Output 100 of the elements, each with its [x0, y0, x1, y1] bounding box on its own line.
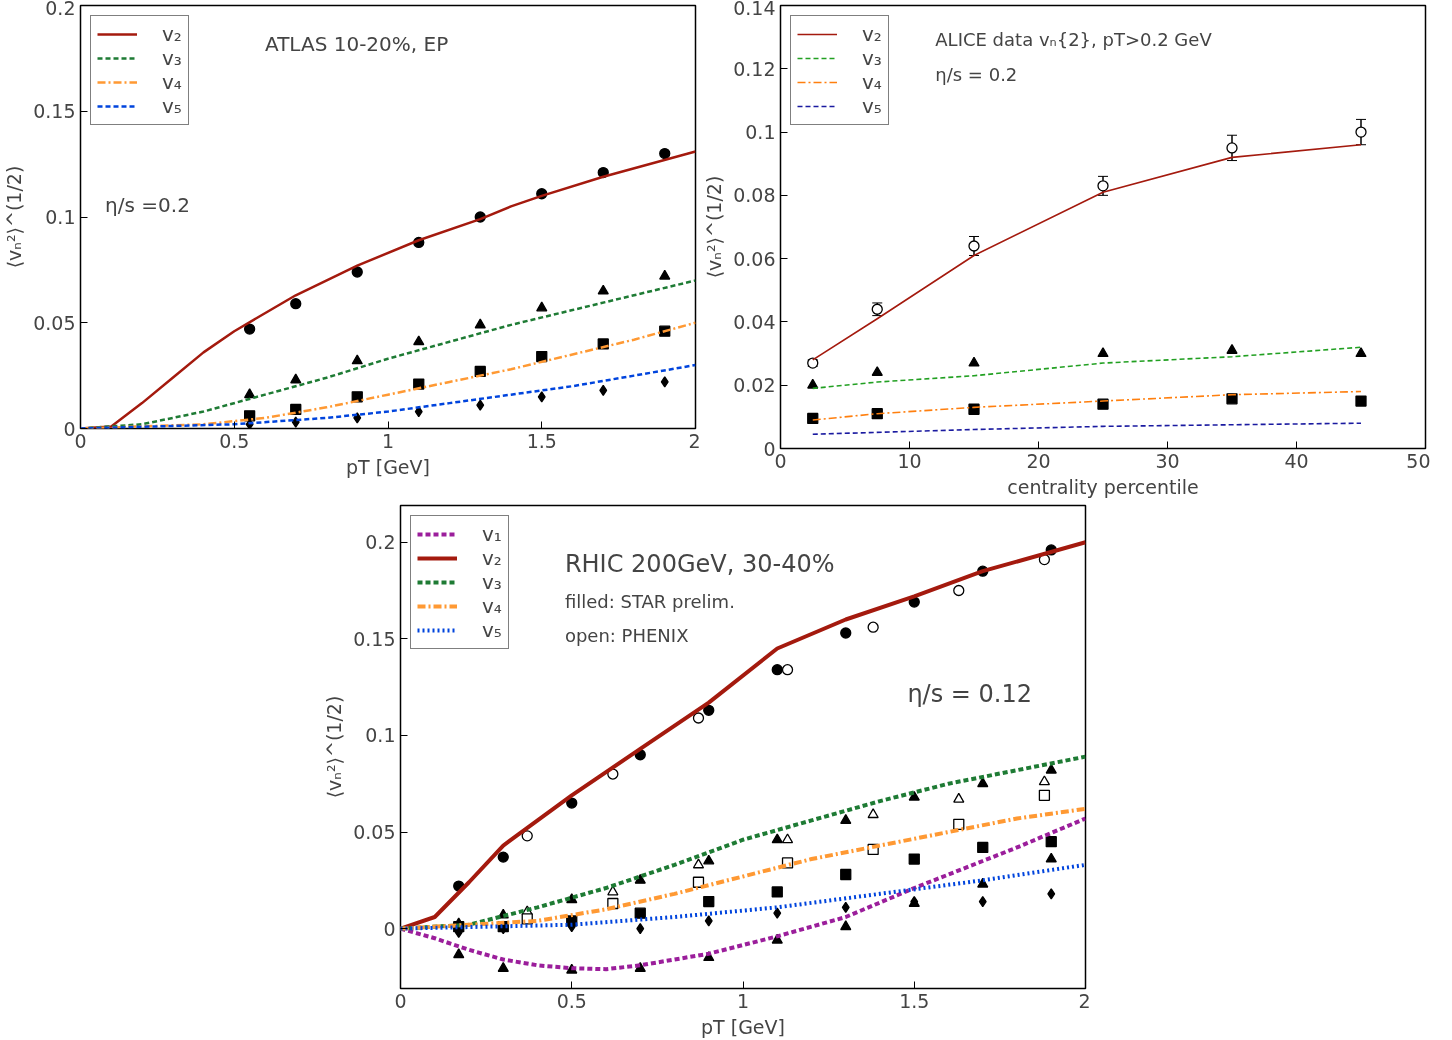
point	[781, 664, 794, 676]
point	[977, 841, 989, 854]
point	[771, 833, 783, 844]
point	[968, 356, 980, 367]
annotation: η/s = 0.2	[935, 64, 1018, 86]
y-tick-label: 0.02	[733, 374, 776, 397]
point	[977, 777, 989, 788]
point	[634, 873, 646, 884]
y-tick-label: 0.12	[733, 57, 776, 80]
legend-label: v₅	[482, 618, 502, 642]
point	[1097, 180, 1109, 192]
point	[781, 833, 794, 844]
point	[1097, 347, 1109, 358]
point	[1355, 347, 1367, 358]
point	[953, 792, 965, 803]
point	[840, 920, 852, 931]
y-axis-title: ⟨vₙ²⟩^(1/2)	[3, 165, 26, 269]
legend-label: v₅	[162, 94, 182, 118]
point	[840, 813, 852, 824]
point	[977, 877, 989, 888]
y-tick-label: 0.1	[45, 206, 76, 228]
point	[703, 895, 715, 908]
x-axis-title: pT [GeV]	[701, 1015, 785, 1038]
point	[351, 266, 363, 278]
point	[771, 886, 783, 898]
point	[807, 412, 819, 425]
legend-label: v₁	[482, 522, 502, 546]
x-tick-label: 2	[1078, 989, 1091, 1012]
legend-label: v₃	[862, 46, 882, 70]
x-tick-label: 1.5	[526, 429, 557, 452]
point	[537, 391, 546, 403]
y-tick-label: 0.08	[733, 184, 776, 207]
point	[771, 664, 783, 676]
point	[521, 830, 533, 842]
x-tick-label: 10	[897, 449, 922, 472]
y-tick-label: 0.1	[365, 724, 396, 747]
y-tick-label: 0.15	[353, 627, 396, 650]
point	[351, 354, 363, 365]
point	[1045, 852, 1057, 863]
legend-label: v₄	[162, 70, 182, 94]
x-tick-label: 40	[1284, 449, 1309, 472]
annotation: η/s =0.2	[105, 193, 190, 217]
y-axis-title: ⟨vₙ²⟩^(1/2)	[323, 695, 346, 799]
x-tick-label: 1.5	[899, 989, 930, 1012]
y-tick-label: 0.05	[353, 821, 396, 844]
y-tick-label: 0.2	[365, 531, 396, 554]
point	[566, 797, 578, 809]
y-tick-label: 0.05	[33, 311, 76, 334]
point	[867, 808, 879, 819]
point	[773, 907, 782, 919]
point	[1355, 126, 1367, 138]
point	[867, 621, 879, 633]
line-series	[400, 806, 1086, 931]
line-series	[811, 422, 1362, 436]
point	[660, 376, 669, 388]
annotation: ALICE data vₙ{2}, pT>0.2 GeV	[935, 28, 1213, 50]
legend-label: v₄	[862, 70, 882, 94]
point	[703, 854, 715, 865]
annotation: filled: STAR prelim.	[564, 590, 735, 612]
x-tick-label: 2	[688, 429, 701, 452]
point	[290, 298, 302, 310]
point	[1038, 789, 1051, 801]
legend-label: v₄	[482, 594, 502, 618]
y-tick-label: 0	[383, 917, 396, 940]
point	[659, 147, 671, 160]
point	[908, 790, 920, 801]
x-tick-label: 50	[1406, 449, 1431, 472]
legend-label: v₂	[862, 22, 882, 46]
point	[692, 858, 705, 869]
point	[497, 961, 509, 972]
legend-label: v₃	[482, 570, 502, 594]
legend-label: v₂	[162, 22, 182, 46]
point	[243, 323, 256, 335]
y-tick-label: 0.2	[45, 0, 76, 19]
point	[1226, 343, 1238, 354]
x-axis-title: pT [GeV]	[346, 455, 430, 478]
annotation: η/s = 0.12	[907, 680, 1033, 709]
point	[497, 851, 509, 863]
point	[953, 584, 965, 597]
x-tick-label: 30	[1155, 449, 1180, 472]
point	[703, 704, 715, 716]
line-series	[400, 862, 1086, 931]
annotation: ATLAS 10-20%, EP	[265, 32, 449, 57]
legend-label: v₃	[162, 46, 182, 70]
y-tick-label: 0.04	[733, 310, 776, 333]
y-tick-label: 0.06	[733, 247, 776, 270]
annotation: RHIC 200GeV, 30-40%	[564, 549, 835, 578]
y-tick-label: 0.15	[33, 100, 76, 123]
annotation: open: PHENIX	[564, 624, 689, 646]
point	[704, 915, 713, 927]
point	[692, 712, 705, 724]
point	[840, 868, 852, 881]
point	[476, 399, 485, 411]
point	[536, 301, 548, 312]
point	[1226, 142, 1238, 154]
x-tick-label: 0.5	[219, 429, 250, 452]
point	[1045, 836, 1057, 848]
x-tick-label: 1	[736, 989, 750, 1012]
point	[474, 318, 486, 329]
point	[1038, 775, 1051, 786]
